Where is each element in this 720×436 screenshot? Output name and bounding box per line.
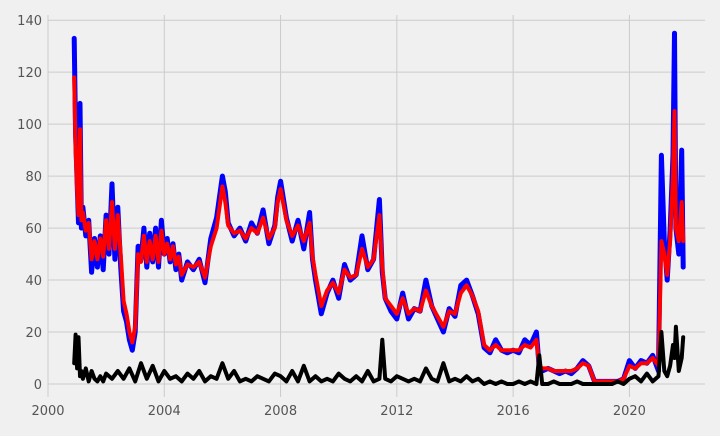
y-tick-label: 100: [17, 118, 42, 133]
tick-labels: 2000 2004 2008 2012 2016 2020 0 20 40 60 80 100 120 1…: [17, 14, 646, 419]
y-tick-label: 60: [25, 222, 42, 237]
x-tick-label: 2012: [380, 404, 413, 419]
y-tick-label: 140: [17, 14, 42, 29]
y-tick-label: 40: [25, 274, 42, 289]
y-tick-label: 20: [25, 326, 42, 341]
y-tick-label: 80: [25, 170, 42, 185]
series-line-3: [72, 324, 686, 386]
x-tick-label: 2020: [613, 404, 646, 419]
x-tick-label: 2008: [264, 404, 297, 419]
y-tick-label: 0: [34, 378, 42, 393]
x-tick-label: 2016: [497, 404, 530, 419]
x-tick-label: 2004: [148, 404, 181, 419]
series-layer: [71, 30, 686, 386]
x-tick-label: 2000: [31, 404, 64, 419]
y-tick-label: 120: [17, 66, 42, 81]
series-line-2: [72, 75, 686, 384]
